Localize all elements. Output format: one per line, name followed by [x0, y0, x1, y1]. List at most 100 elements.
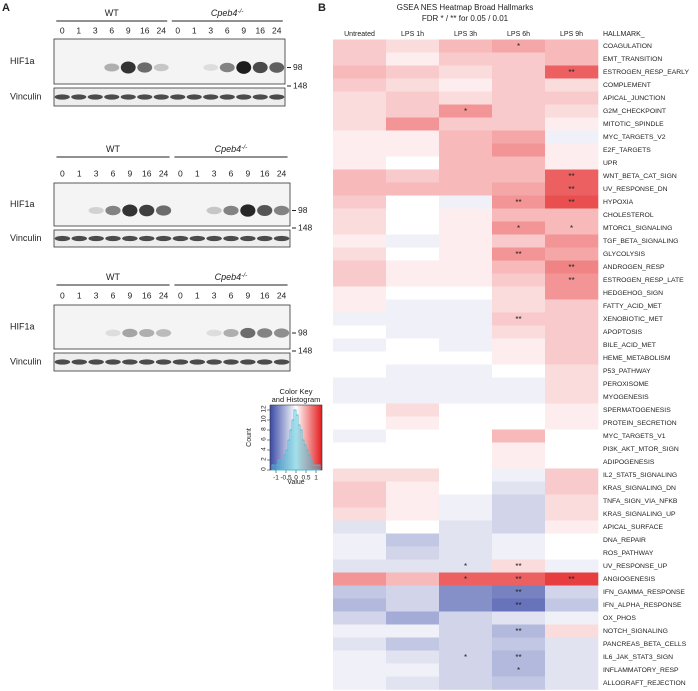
lane-label: 24	[159, 290, 169, 300]
group-label: WT	[105, 8, 119, 18]
band	[273, 235, 290, 242]
group-name: WT	[106, 272, 120, 282]
heatmap-cell	[545, 169, 599, 183]
row-label: IFN_ALPHA_RESPONSE	[603, 602, 682, 609]
heatmap-cell	[333, 117, 387, 131]
heatmap-cell	[439, 624, 493, 638]
heatmap-cell	[545, 611, 599, 625]
significance-star: **	[568, 172, 574, 181]
band	[206, 329, 222, 337]
heatmap-cell	[386, 260, 440, 274]
heatmap-cell	[439, 663, 493, 677]
size-label: 148	[293, 80, 307, 90]
heatmap-cell	[545, 104, 599, 118]
heatmap-cell	[545, 650, 599, 664]
heatmap-cell	[439, 455, 493, 469]
heatmap-cell	[439, 273, 493, 287]
band	[186, 94, 202, 100]
significance-star: **	[515, 198, 521, 207]
heatmap-cell	[439, 182, 493, 196]
heatmap-cell	[333, 52, 387, 66]
heatmap-cell	[333, 325, 387, 339]
lane-label: 0	[60, 25, 65, 35]
heatmap-cell	[333, 546, 387, 560]
heatmap-cell	[439, 546, 493, 560]
significance-star: **	[515, 562, 521, 571]
heatmap-cell	[545, 572, 599, 586]
key-title: Color Key	[280, 387, 313, 396]
heatmap-cell	[386, 221, 440, 235]
heatmap-cell	[545, 156, 599, 170]
heatmap-cell	[333, 442, 387, 456]
x-tick-label: 0	[294, 475, 298, 482]
row-label: ESTROGEN_RESP_LATE	[603, 277, 684, 284]
band	[206, 359, 222, 365]
group-name: Cpeb4	[215, 272, 242, 282]
band	[256, 359, 273, 365]
heatmap-cell	[439, 195, 493, 209]
heatmap-cell	[333, 273, 387, 287]
row-label: HYPOXIA	[603, 199, 634, 206]
row-label: EMT_TRANSITION	[603, 56, 662, 63]
row-label: TNFA_SIGN_VIA_NFKB	[603, 498, 678, 505]
heatmap-cell	[545, 234, 599, 248]
band	[153, 94, 169, 100]
band	[269, 94, 285, 100]
size-label: 98	[298, 205, 308, 215]
heatmap-cell	[439, 416, 493, 430]
significance-star: **	[515, 315, 521, 324]
heatmap-cell	[545, 598, 599, 612]
heatmap-cell	[333, 403, 387, 417]
heatmap-cell	[492, 494, 546, 508]
significance-star: **	[515, 250, 521, 259]
panel-label: A	[2, 2, 10, 14]
heatmap-cell	[545, 351, 599, 365]
y-tick-label: 2	[261, 457, 268, 461]
band	[269, 62, 285, 73]
band	[137, 62, 153, 73]
heatmap-cell	[386, 351, 440, 365]
heatmap-cell	[439, 65, 493, 79]
band	[273, 359, 290, 365]
lane-label: 6	[111, 290, 116, 300]
lane-label: 9	[126, 25, 131, 35]
row-label: KRAS_SIGNALING_UP	[603, 511, 676, 518]
row-label: TGF_BETA_SIGNALING	[603, 238, 678, 245]
band	[219, 62, 235, 73]
lane-label: 0	[178, 168, 183, 178]
heatmap-cell	[545, 65, 599, 79]
heatmap-cell	[439, 442, 493, 456]
heatmap-cell	[545, 143, 599, 157]
heatmap-cell	[439, 312, 493, 326]
heatmap-cell	[439, 260, 493, 274]
heatmap-cell	[386, 390, 440, 404]
group-name: WT	[105, 8, 119, 18]
heatmap-cell	[333, 598, 387, 612]
heatmap-cell	[545, 546, 599, 560]
heatmap-cell	[386, 494, 440, 508]
heatmap-cell	[492, 663, 546, 677]
heatmap-cell	[333, 260, 387, 274]
row-label: PEROXISOME	[603, 381, 649, 388]
heatmap-cell	[545, 559, 599, 573]
heatmap-cell	[492, 221, 546, 235]
x-tick-label: 1	[314, 475, 318, 482]
blot-box	[53, 352, 291, 372]
heatmap-cell	[386, 104, 440, 118]
band	[223, 328, 239, 338]
size-label: 148	[298, 345, 312, 355]
heatmap-cell	[545, 325, 599, 339]
significance-star: *	[517, 666, 520, 675]
lane-label: 1	[77, 168, 82, 178]
band	[54, 359, 71, 365]
heatmap-cell	[545, 416, 599, 430]
row-label: MYC_TARGETS_V2	[603, 134, 666, 141]
x-tick-label: -1	[273, 475, 279, 482]
heatmap-cell	[492, 325, 546, 339]
lane-label: 6	[109, 25, 114, 35]
heatmap-cell	[545, 481, 599, 495]
heatmap-cell	[333, 351, 387, 365]
heatmap-cell	[333, 390, 387, 404]
heatmap-cell	[386, 403, 440, 417]
heatmap-cell	[333, 169, 387, 183]
